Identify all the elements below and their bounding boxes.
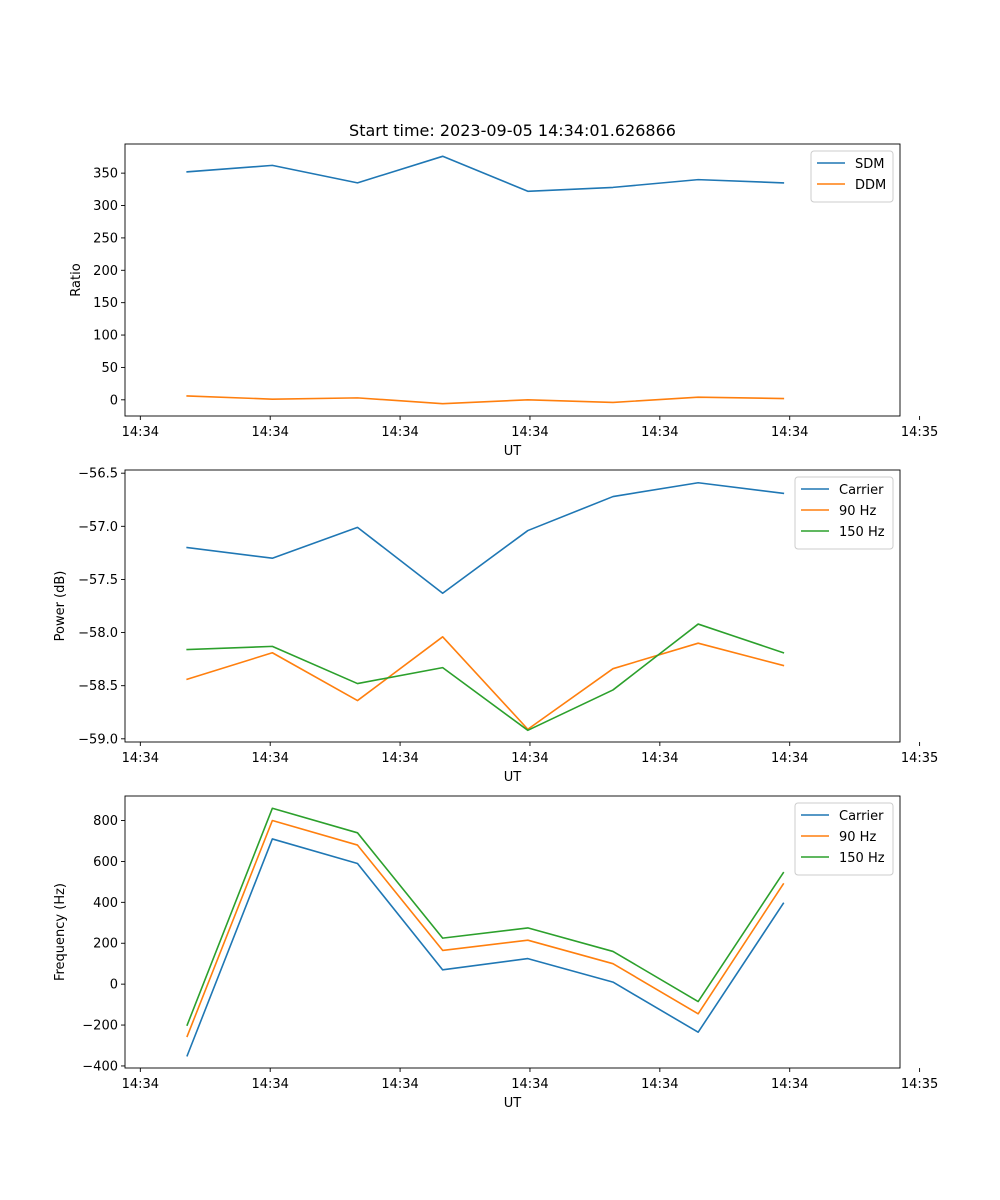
power-chart: 14:34 14:34 14:34 14:34 14:34 14:34 14:35 −59.0… [53, 467, 938, 785]
ratio-legend: SDM DDM [810, 150, 894, 203]
ratio-legend-label-sdm: SDM [855, 157, 884, 172]
power-x-tick-label: 14:35 [901, 751, 938, 766]
ratio-axes-frame [124, 143, 901, 417]
ratio-chart: 14:34 14:34 14:34 14:34 14:34 14:34 14:35 0 50 10… [69, 143, 938, 459]
ratio-y-tick-label: 0 [110, 393, 118, 408]
power-legend-label-150-hz: 150 Hz [839, 525, 885, 540]
ratio-y-tick-label: 250 [93, 231, 118, 246]
frequency-legend-label-90-hz: 90 Hz [839, 830, 876, 845]
frequency-y-tick-label: −400 [82, 1059, 118, 1074]
ratio-x-tick-label: 14:34 [641, 425, 678, 440]
frequency-y-tick-label: −200 [82, 1019, 118, 1034]
ratio-x-tick-label: 14:34 [381, 425, 418, 440]
power-series-90-hz-line [186, 636, 785, 731]
frequency-chart: 14:34 14:34 14:34 14:34 14:34 14:34 14:35 −400 −… [53, 795, 938, 1111]
frequency-x-tick-label: 14:34 [251, 1077, 288, 1092]
ratio-y-axis-label: Ratio [69, 263, 84, 296]
frequency-x-tick-label: 14:35 [901, 1077, 938, 1092]
frequency-series-carrier-line [186, 838, 785, 1057]
frequency-x-tick-label: 14:34 [641, 1077, 678, 1092]
frequency-legend: Carrier 90 Hz 150 Hz [794, 802, 894, 876]
ratio-x-tick-label: 14:34 [771, 425, 808, 440]
power-x-tick-label: 14:34 [251, 751, 288, 766]
power-x-tick-label: 14:34 [771, 751, 808, 766]
power-y-tick-label: −59.0 [78, 732, 118, 747]
power-y-tick-label: −57.5 [78, 573, 118, 588]
power-legend: Carrier 90 Hz 150 Hz [794, 476, 894, 550]
ratio-series-sdm-line [186, 155, 785, 193]
ratio-y-tick-label: 150 [93, 296, 118, 311]
power-x-tick-label: 14:34 [511, 751, 548, 766]
power-axes-frame [124, 469, 901, 743]
frequency-legend-label-carrier: Carrier [839, 809, 884, 824]
power-series-150-hz-line [186, 623, 785, 732]
ratio-series-ddm-line [186, 395, 785, 405]
power-y-axis-label: Power (dB) [53, 571, 68, 642]
power-y-tick-label: −58.5 [78, 679, 118, 694]
frequency-x-tick-label: 14:34 [511, 1077, 548, 1092]
frequency-y-tick-label: 600 [93, 855, 118, 870]
ratio-x-tick-label: 14:34 [122, 425, 159, 440]
ratio-legend-label-ddm: DDM [855, 178, 886, 193]
power-x-axis-label: UT [504, 770, 522, 785]
ratio-x-tick-label: 14:34 [251, 425, 288, 440]
power-legend-label-90-hz: 90 Hz [839, 504, 876, 519]
frequency-axes-frame [124, 795, 901, 1069]
power-series-carrier-line [186, 481, 785, 595]
frequency-series-90-hz-line [186, 819, 785, 1038]
power-x-tick-label: 14:34 [641, 751, 678, 766]
ratio-y-tick-label: 350 [93, 167, 118, 182]
ratio-y-tick-label: 200 [93, 264, 118, 279]
frequency-x-tick-label: 14:34 [771, 1077, 808, 1092]
power-y-tick-label: −56.5 [78, 467, 118, 482]
frequency-series-150-hz-line [186, 807, 785, 1027]
power-y-tick-label: −58.0 [78, 626, 118, 641]
power-x-tick-label: 14:34 [381, 751, 418, 766]
frequency-x-axis-label: UT [504, 1096, 522, 1111]
power-legend-label-carrier: Carrier [839, 483, 884, 498]
figure-title: Start time: 2023-09-05 14:34:01.626866 [349, 121, 676, 140]
frequency-y-tick-label: 400 [93, 896, 118, 911]
ratio-x-tick-label: 14:34 [511, 425, 548, 440]
frequency-y-tick-label: 0 [110, 978, 118, 993]
ratio-y-tick-label: 300 [93, 199, 118, 214]
frequency-y-tick-label: 200 [93, 937, 118, 952]
ratio-x-tick-label: 14:35 [901, 425, 938, 440]
frequency-y-axis-label: Frequency (Hz) [53, 883, 68, 981]
frequency-x-tick-label: 14:34 [122, 1077, 159, 1092]
frequency-y-tick-label: 800 [93, 814, 118, 829]
ratio-y-tick-label: 50 [101, 361, 118, 376]
ratio-x-axis-label: UT [504, 444, 522, 459]
ratio-y-tick-label: 100 [93, 329, 118, 344]
power-y-tick-label: −57.0 [78, 520, 118, 535]
frequency-legend-label-150-hz: 150 Hz [839, 851, 885, 866]
power-x-tick-label: 14:34 [122, 751, 159, 766]
frequency-x-tick-label: 14:34 [381, 1077, 418, 1092]
